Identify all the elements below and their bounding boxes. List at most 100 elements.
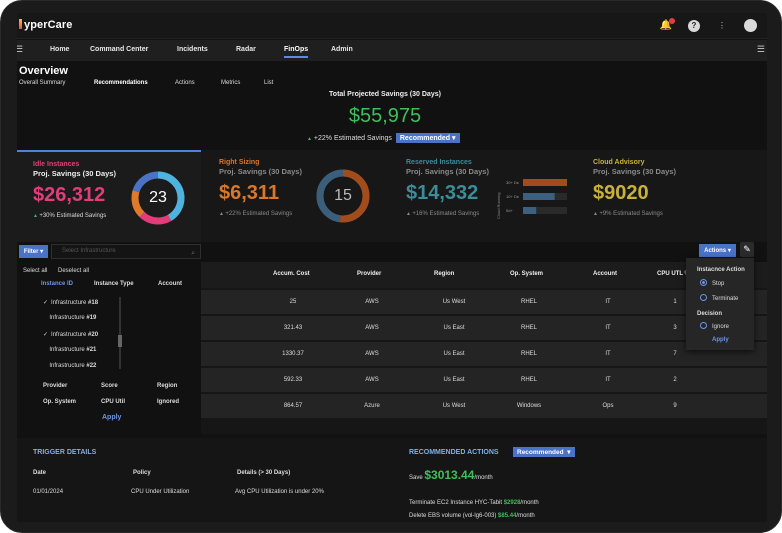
- popover-section-instance-action: Instacnce Action: [697, 267, 745, 273]
- up-arrow-icon: ▲: [406, 211, 413, 217]
- table-row[interactable]: 864.57 Azure Us West Windows Ops 9: [201, 393, 767, 418]
- radio-selected-icon: [700, 279, 707, 286]
- recommended-dropdown[interactable]: Recommended ▾: [395, 133, 460, 143]
- popover-section-decision: Decision: [697, 311, 723, 317]
- cell-region: Us West: [442, 403, 466, 409]
- donut-value: 23: [149, 189, 167, 206]
- option-ignore[interactable]: Ignore: [700, 322, 729, 330]
- select-all-link[interactable]: Select all: [23, 268, 48, 274]
- mini-chart-ylabel: Cloud Running: [496, 193, 501, 219]
- column-instance-type[interactable]: Instance Type: [94, 281, 134, 287]
- app-logo[interactable]: yperCare: [19, 19, 73, 31]
- option-stop[interactable]: Stop: [700, 279, 724, 287]
- main-nav: ☰ Home Command Center Incidents Radar Fi…: [17, 40, 767, 61]
- recommended-action-delete[interactable]: Delete EBS volume (vol-lg6-003) $85.44/m…: [409, 513, 535, 519]
- infra-id: #21: [86, 347, 97, 353]
- card-reserved-instances[interactable]: Reserved Instances Proj. Savings (30 Day…: [390, 150, 576, 242]
- action-text: Delete EBS volume (vol-lg6-003): [409, 513, 499, 519]
- scrollbar-thumb[interactable]: [118, 335, 122, 347]
- card-idle-instances[interactable]: Idle Instances Proj. Savings (30 Days) $…: [17, 150, 201, 242]
- recommended-actions-dropdown[interactable]: Recommended ▾: [513, 447, 575, 457]
- nav-admin[interactable]: Admin: [331, 46, 353, 53]
- header-accum-cost[interactable]: Accum. Cost: [273, 271, 310, 277]
- more-menu-icon[interactable]: ⋮: [718, 21, 726, 30]
- nav-finops[interactable]: FinOps: [284, 46, 309, 58]
- action-value: $2928: [503, 500, 521, 506]
- card-cloud-advisory[interactable]: Cloud Advisory Proj. Savings (30 Days) $…: [577, 150, 767, 242]
- card-estimate: ▲ +9% Estimated Savings: [593, 211, 663, 217]
- column-account[interactable]: Account: [158, 281, 182, 287]
- edit-pencil-icon[interactable]: ✎: [740, 242, 754, 257]
- card-right-sizing[interactable]: Right Sizing Proj. Savings (30 Days) $6,…: [203, 150, 389, 242]
- header-op-system[interactable]: Op. System: [510, 271, 544, 277]
- actions-button[interactable]: Actions ▾: [699, 244, 736, 257]
- cell-cpu-utl: 3: [673, 325, 677, 331]
- field-op-system[interactable]: Op. System: [43, 399, 77, 405]
- table-row[interactable]: 321.43 AWS Us East RHEL IT 3: [201, 315, 767, 340]
- user-avatar[interactable]: [744, 19, 757, 32]
- column-instance-id[interactable]: Instance ID: [41, 281, 74, 287]
- cell-accum-cost: 25: [289, 299, 297, 305]
- infra-item-19[interactable]: Infrastructure #19: [43, 315, 96, 321]
- action-text: Terminate EC2 Instance HYC-Tabit: [409, 500, 504, 506]
- table-row[interactable]: 1330.37 AWS Us East RHEL IT 7: [201, 341, 767, 366]
- header-cpu-utl[interactable]: CPU UTL %: [657, 271, 690, 277]
- tab-metrics[interactable]: Metrics: [221, 80, 241, 86]
- card-estimate-text: +22% Estimated Savings: [225, 211, 293, 217]
- infra-name: Infrastructure: [49, 363, 87, 369]
- nav-radar[interactable]: Radar: [236, 46, 256, 53]
- recommendations-table: Accum. Cost Provider Region Op. System A…: [201, 262, 767, 434]
- actions-popover: Instacnce Action Stop Terminate Decision…: [686, 258, 754, 350]
- side-menu-icon[interactable]: ☰: [756, 44, 765, 54]
- hamburger-menu-icon[interactable]: ☰: [17, 44, 23, 55]
- cell-accum-cost: 321.43: [283, 325, 303, 331]
- cell-op-system: RHEL: [520, 299, 537, 305]
- nav-home[interactable]: Home: [50, 46, 70, 53]
- popover-apply-button[interactable]: Apply: [712, 337, 729, 343]
- header-provider[interactable]: Provider: [357, 271, 382, 277]
- table-row[interactable]: 592.33 AWS Us East RHEL IT 2: [201, 367, 767, 392]
- estimated-savings-text: +22% Estimated Savings: [313, 135, 392, 142]
- mini-chart-bar: [523, 179, 567, 186]
- action-suffix: /month: [516, 513, 535, 519]
- field-region[interactable]: Region: [157, 383, 178, 389]
- list-scrollbar[interactable]: [119, 297, 121, 369]
- filter-button[interactable]: Filter ▾: [19, 245, 48, 258]
- tab-list[interactable]: List: [264, 80, 274, 86]
- field-score[interactable]: Score: [101, 383, 118, 389]
- page-title: Overview: [19, 65, 68, 77]
- option-label: Stop: [712, 281, 725, 287]
- header-account[interactable]: Account: [593, 271, 617, 277]
- card-estimate: ▲ +16% Estimated Savings: [406, 211, 479, 217]
- infra-item-22[interactable]: Infrastructure #22: [43, 363, 96, 369]
- nav-command-center[interactable]: Command Center: [90, 46, 149, 53]
- notifications-bell-icon[interactable]: 🔔: [660, 17, 675, 32]
- checkmark-icon: ✓: [43, 332, 49, 338]
- checkmark-icon: ✓: [43, 300, 49, 306]
- cell-region: Us West: [442, 299, 466, 305]
- header-region[interactable]: Region: [434, 271, 455, 277]
- chevron-down-icon: ▾: [40, 249, 44, 255]
- recommended-action-terminate[interactable]: Terminate EC2 Instance HYC-Tabit $2928/m…: [409, 500, 539, 506]
- table-row[interactable]: 25 AWS Us West RHEL IT 1: [201, 289, 767, 314]
- field-provider[interactable]: Provider: [43, 383, 68, 389]
- infrastructure-search-input[interactable]: Select Infrastructure ⌕: [51, 244, 201, 259]
- tab-overall-summary[interactable]: Overall Summary: [19, 80, 66, 86]
- cell-account: IT: [605, 325, 611, 331]
- chevron-down-icon: ▾: [567, 449, 571, 456]
- tab-recommendations[interactable]: Recommendations: [94, 80, 148, 86]
- cell-provider: AWS: [365, 351, 379, 357]
- cell-cpu-utl: 1: [673, 299, 677, 305]
- deselect-all-link[interactable]: Deselect all: [58, 268, 90, 274]
- field-cpu-util[interactable]: CPU Util: [101, 399, 125, 405]
- option-terminate[interactable]: Terminate: [700, 294, 738, 302]
- infra-item-21[interactable]: Infrastructure #21: [43, 347, 96, 353]
- help-icon[interactable]: ?: [688, 19, 700, 32]
- card-title: Idle Instances: [33, 161, 80, 168]
- infra-item-18[interactable]: ✓ Infrastructure #18: [43, 299, 98, 306]
- filter-apply-button[interactable]: Apply: [102, 414, 122, 421]
- tab-actions[interactable]: Actions: [175, 80, 195, 86]
- nav-incidents[interactable]: Incidents: [177, 46, 208, 53]
- infra-item-20[interactable]: ✓ Infrastructure #20: [43, 331, 98, 338]
- field-ignored[interactable]: Ignored: [157, 399, 179, 405]
